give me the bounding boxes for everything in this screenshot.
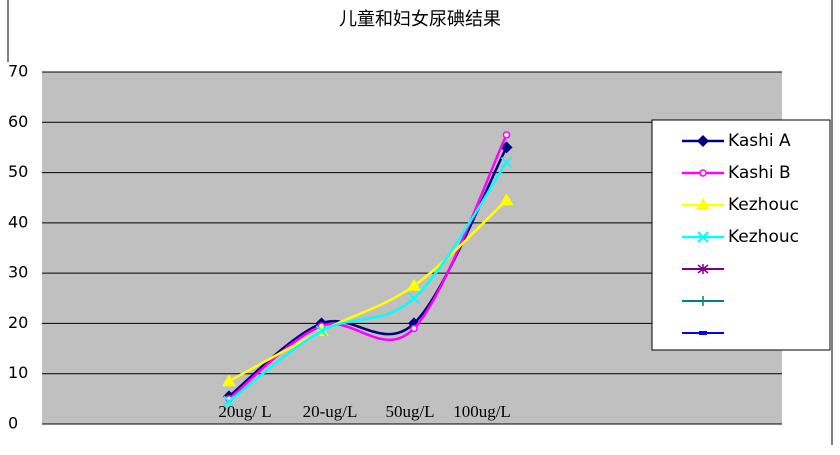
legend-label: Kezhouc: [728, 195, 799, 215]
x-tick-label: 20-ug/L: [303, 402, 358, 421]
x-tick-label: 50ug/L: [385, 402, 434, 421]
marker: [502, 131, 511, 139]
y-tick-label: 0: [8, 414, 18, 433]
marker: [697, 135, 709, 147]
marker: [315, 325, 328, 337]
plot: 0 10 20 30 40 50 60 70 20ug/ L 20-ug/L 50ug/L 100ug…: [8, 62, 782, 433]
marker: [408, 292, 420, 304]
marker: [223, 395, 235, 408]
y-tick-label: 20: [8, 313, 28, 332]
legend: [651, 119, 831, 351]
marker: [696, 198, 710, 210]
legend-marker: [697, 264, 709, 274]
marker: [407, 278, 421, 291]
x-tick-label: 20ug/ L: [218, 402, 271, 421]
legend-label: Kashi A: [728, 131, 791, 151]
series-line: [228, 199, 508, 383]
y-tick-label: 30: [8, 263, 28, 282]
marker: [410, 324, 418, 333]
marker: [222, 374, 236, 387]
x-tick-label: 100ug/L: [453, 402, 511, 421]
series-line: [228, 146, 508, 398]
y-tick-label: 70: [8, 62, 28, 81]
series-line: [228, 161, 508, 403]
marker: [500, 156, 513, 169]
y-tick-label: 40: [8, 212, 28, 231]
y-tick-label: 50: [8, 162, 28, 181]
marker: [499, 193, 514, 206]
y-tick-label: 10: [8, 363, 28, 382]
marker: [697, 231, 709, 243]
legend-label: Kashi B: [728, 163, 791, 183]
marker: [699, 169, 707, 177]
legend-label: Kezhouc: [728, 227, 799, 247]
legend-items: Kashi A Kashi B Kezhouc Kezhouc: [682, 131, 799, 335]
chart-title: 儿童和妇女尿碘结果: [339, 9, 501, 30]
y-tick-label: 60: [8, 112, 28, 131]
